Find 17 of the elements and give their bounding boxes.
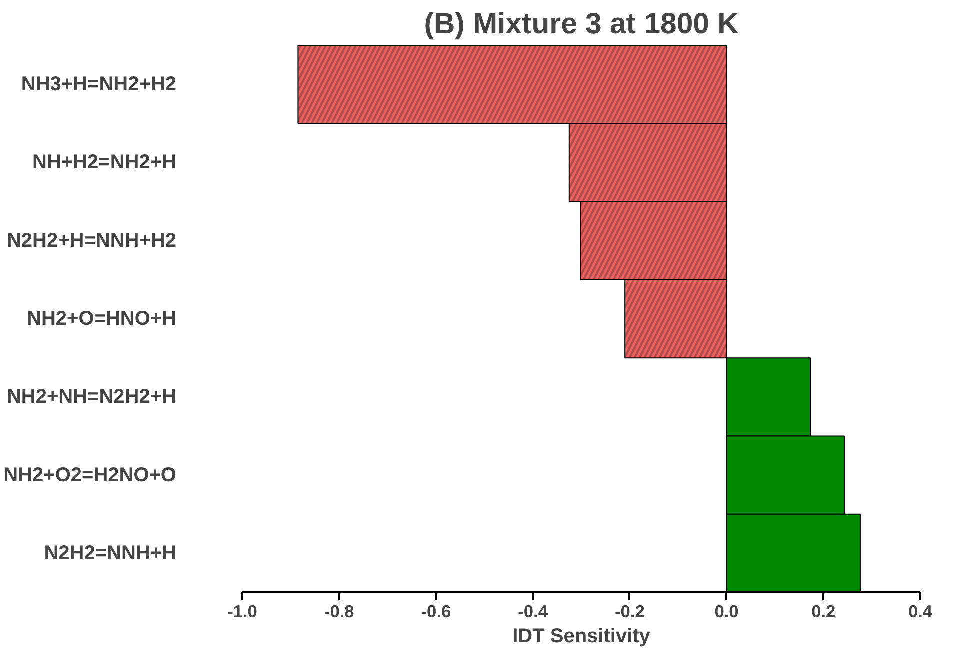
x-tick-label: 0.4 bbox=[908, 602, 933, 622]
x-tick-label: -0.4 bbox=[518, 602, 548, 622]
x-axis-title: IDT Sensitivity bbox=[512, 626, 652, 648]
y-tick-label: NH3+H=NH2+H2 bbox=[21, 74, 177, 96]
x-tick-label: -0.6 bbox=[421, 602, 452, 622]
x-tick-label: -0.2 bbox=[615, 602, 645, 622]
y-tick-label: N2H2=NNH+H bbox=[44, 542, 176, 564]
y-tick-label: N2H2+H=NNH+H2 bbox=[6, 230, 177, 252]
x-tick-label: -1.0 bbox=[228, 602, 258, 622]
y-tick-label: NH2+NH=N2H2+H bbox=[6, 386, 177, 408]
y-tick-label: NH2+O2=H2NO+O bbox=[4, 464, 177, 486]
y-tick-label: NH+H2=NH2+H bbox=[32, 152, 177, 174]
y-tick-label: NH2+O=HNO+H bbox=[27, 308, 177, 330]
x-tick-label: -0.8 bbox=[324, 602, 355, 622]
x-tick-label: 0.0 bbox=[714, 602, 739, 622]
x-tick-label: 0.2 bbox=[812, 602, 836, 622]
chart-title: (B) Mixture 3 at 1800 K bbox=[424, 8, 739, 40]
